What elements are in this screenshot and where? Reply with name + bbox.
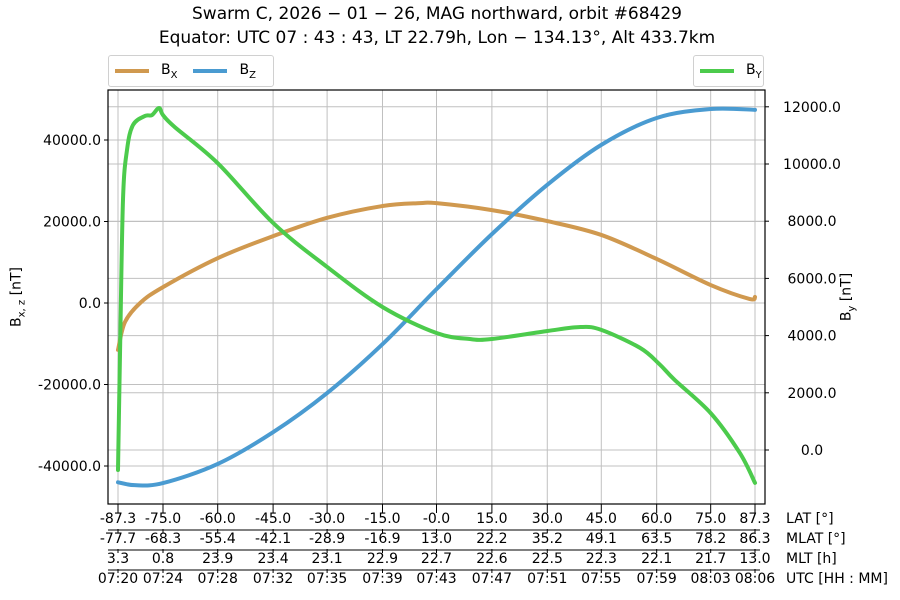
x-tick-label: -16.9: [364, 531, 401, 547]
x-tick-label: 07:35: [306, 571, 348, 587]
legend-left: BX BZ: [108, 55, 274, 87]
y-axis-left-label: Bx, z [nT]: [8, 267, 28, 327]
x-tick-label: 0.8: [151, 551, 175, 567]
svg-text:0.0: 0.0: [801, 443, 823, 459]
curve-by: [116, 105, 757, 485]
x-tick-label: 13.0: [420, 531, 453, 547]
x-tick-label: -30.0: [308, 511, 346, 527]
svg-text:10000.0: 10000.0: [783, 157, 841, 173]
x-tick-label: 07:39: [362, 571, 403, 587]
x-tick-label: 07:59: [636, 571, 677, 587]
x-tick-label: 07:43: [416, 571, 457, 587]
x-tick-label: 45.0: [585, 511, 617, 527]
legend-swatch-bz: [193, 68, 228, 73]
x-tick-label: 22.9: [366, 551, 399, 567]
x-tick-label: 60.0: [641, 511, 673, 527]
x-tick-label: 23.9: [202, 551, 234, 567]
x-tick-label: -60.0: [199, 511, 236, 527]
x-tick-label: 22.5: [531, 551, 563, 567]
x-table-row: -87.3 -75.0 -60.0 -45.0 -30.0 -15.0 -0.0 15.0 30…: [0, 511, 900, 531]
x-tick-label: 08:03: [690, 571, 731, 587]
x-tick-label: 35.2: [531, 531, 563, 547]
svg-text:40000.0: 40000.0: [43, 133, 101, 149]
legend-label-by: BY: [746, 61, 762, 81]
x-tick-label: 75.0: [695, 511, 727, 527]
x-tick-label: 3.3: [106, 551, 130, 567]
x-tick-label: 63.5: [641, 531, 673, 547]
chart-title-line2: Equator: UTC 07 : 43 : 43, LT 22.79h, Lo…: [158, 28, 716, 48]
legend-item-bz: BZ: [193, 61, 256, 81]
legend-swatch-by: [700, 68, 734, 73]
svg-text:6000.0: 6000.0: [788, 271, 837, 287]
x-tick-label: 07:32: [252, 571, 294, 587]
legend-right: BY: [693, 55, 764, 87]
curve-bx: [116, 200, 757, 352]
chart-title-line1: Swarm C, 2026 − 01 − 26, MAG northward, …: [192, 4, 682, 24]
x-tick-label: 22.2: [476, 531, 508, 547]
legend-label-bz: BZ: [239, 61, 256, 81]
legend-item-bx: BX: [115, 61, 178, 81]
x-table-row: 3.3 0.8 23.9 23.4 23.1 22.9 22.7 22.6 22.5 22.3 22…: [0, 551, 900, 571]
x-table-lines: [108, 504, 760, 573]
x-tick-label: -15.0: [364, 511, 401, 527]
x-tick-label: 07:24: [142, 571, 184, 587]
x-tick-label: 87.3: [739, 511, 771, 527]
x-tick-label: 07:51: [527, 571, 568, 587]
x-tick-label: -45.0: [254, 511, 292, 527]
legend-item-by: BY: [700, 61, 762, 81]
svg-text:20000.0: 20000.0: [43, 215, 101, 231]
svg-text:0.0: 0.0: [79, 296, 101, 312]
x-tick-label: 22.6: [476, 551, 508, 567]
svg-text:-20000.0: -20000.0: [38, 378, 101, 394]
x-tick-label: 07:28: [197, 571, 238, 587]
x-table-row: -77.7 -68.3 -55.4 -42.1 -28.9 -16.9 13.0 22.2 35…: [0, 531, 900, 551]
svg-text:-40000.0: -40000.0: [38, 459, 101, 475]
x-tick-label: -0.0: [422, 511, 451, 527]
x-table-row-label: LAT [°]: [786, 511, 834, 527]
x-tick-label: 22.7: [420, 551, 453, 567]
x-tick-label: -55.4: [199, 531, 236, 547]
x-table-row: 07:20 07:24 07:28 07:32 07:35 07:39 07:43 07:47…: [0, 571, 900, 591]
x-tick-label: -28.9: [308, 531, 346, 547]
x-tick-label: 22.1: [641, 551, 673, 567]
x-tick-label: 13.0: [739, 551, 771, 567]
x-tick-label: 30.0: [531, 511, 563, 527]
legend-swatch-bx: [115, 68, 149, 73]
x-table-row-label: MLAT [°]: [786, 531, 846, 547]
x-tick-label: 07:20: [97, 571, 139, 587]
y-axis-left-ticks: -40000.0 -20000.0 0.0 20000.0 40000.0: [38, 133, 108, 475]
svg-text:4000.0: 4000.0: [788, 329, 837, 345]
y-axis-right-ticks: 0.0 2000.0 4000.0 6000.0 8000.0 10000.0 12000.…: [765, 100, 841, 459]
curve-bz: [116, 106, 757, 488]
x-table-row-label: UTC [HH : MM]: [786, 571, 888, 587]
x-tick-label: -68.3: [144, 531, 182, 547]
data-curves: [116, 105, 757, 488]
x-tick-label: 07:55: [581, 571, 622, 587]
x-tick-label: 78.2: [695, 531, 727, 547]
legend-label-bx: BX: [161, 61, 178, 81]
x-tick-label: 22.3: [585, 551, 617, 567]
y-axis-right-label: By [nT]: [838, 272, 858, 322]
x-tick-label: 15.0: [476, 511, 508, 527]
x-table-row-label: MLT [h]: [786, 551, 837, 567]
x-tick-label: 23.4: [257, 551, 289, 567]
grid-lines: [108, 90, 765, 504]
svg-text:12000.0: 12000.0: [783, 100, 841, 116]
x-tick-label: 86.3: [739, 531, 771, 547]
x-tick-label: 23.1: [311, 551, 343, 567]
x-tick-label: 07:47: [471, 571, 513, 587]
svg-text:2000.0: 2000.0: [788, 386, 837, 402]
svg-text:8000.0: 8000.0: [788, 214, 837, 230]
x-tick-label: -42.1: [254, 531, 292, 547]
x-tick-label: -77.7: [99, 531, 137, 547]
x-tick-label: 21.7: [695, 551, 727, 567]
x-tick-label: 08:06: [734, 571, 776, 587]
x-tick-label: 49.1: [585, 531, 617, 547]
x-tick-label: -75.0: [144, 511, 182, 527]
x-tick-label: -87.3: [99, 511, 137, 527]
